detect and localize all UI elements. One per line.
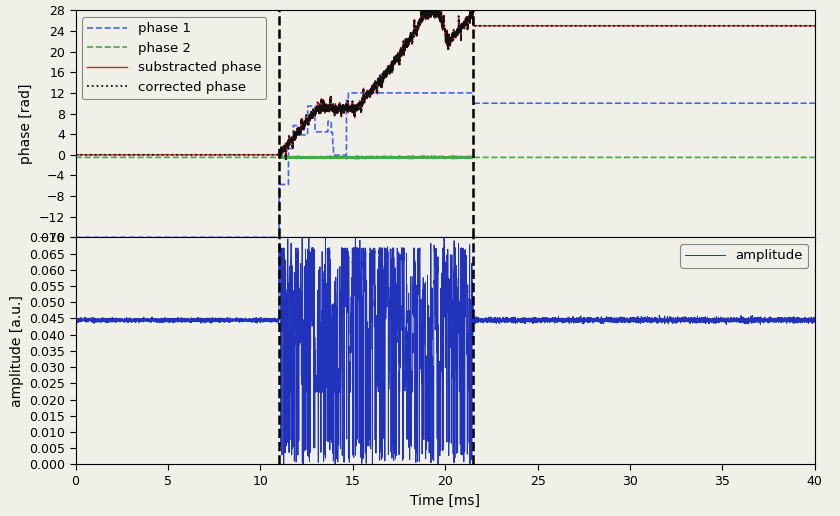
X-axis label: Time [ms]: Time [ms] xyxy=(410,493,480,507)
Line: phase 1: phase 1 xyxy=(76,93,815,237)
substracted phase xyxy=(74,152,84,158)
phase 1 xyxy=(432,90,442,96)
substracted phase xyxy=(101,152,111,158)
phase 2 xyxy=(101,154,111,160)
corrected phase xyxy=(74,152,84,158)
amplitude xyxy=(74,317,84,323)
corrected phase xyxy=(432,6,442,12)
corrected phase xyxy=(101,152,111,158)
substracted phase xyxy=(115,152,125,158)
phase 1 xyxy=(344,90,354,96)
phase 2 xyxy=(74,154,84,160)
corrected phase xyxy=(115,152,125,158)
phase 1 xyxy=(810,100,820,106)
amplitude xyxy=(350,228,360,234)
Line: substracted phase: substracted phase xyxy=(76,3,815,159)
Legend: amplitude: amplitude xyxy=(680,244,808,267)
Line: amplitude: amplitude xyxy=(76,231,815,464)
amplitude xyxy=(432,314,442,320)
substracted phase xyxy=(810,23,820,29)
amplitude xyxy=(115,317,125,323)
Line: phase 2: phase 2 xyxy=(76,156,815,159)
phase 2 xyxy=(215,154,225,160)
phase 1 xyxy=(770,100,780,106)
amplitude xyxy=(101,317,111,324)
Y-axis label: amplitude [a.u.]: amplitude [a.u.] xyxy=(9,295,24,407)
phase 2 xyxy=(771,154,781,160)
corrected phase xyxy=(215,152,225,158)
corrected phase xyxy=(427,0,437,6)
Line: corrected phase: corrected phase xyxy=(76,3,815,159)
amplitude xyxy=(215,316,225,322)
Legend: phase 1, phase 2, substracted phase, corrected phase: phase 1, phase 2, substracted phase, cor… xyxy=(82,17,266,99)
phase 1 xyxy=(74,234,84,240)
phase 2 xyxy=(71,154,81,160)
corrected phase xyxy=(71,152,81,158)
phase 2 xyxy=(432,154,442,160)
phase 2 xyxy=(810,154,820,160)
amplitude xyxy=(71,317,81,323)
substracted phase xyxy=(71,152,81,158)
phase 1 xyxy=(215,234,225,240)
phase 1 xyxy=(101,234,111,240)
corrected phase xyxy=(281,156,291,163)
substracted phase xyxy=(427,0,437,6)
phase 2 xyxy=(115,154,125,160)
amplitude xyxy=(433,461,444,467)
phase 1 xyxy=(115,234,125,240)
phase 2 xyxy=(427,153,437,159)
Y-axis label: phase [rad]: phase [rad] xyxy=(19,84,34,164)
substracted phase xyxy=(215,152,225,158)
substracted phase xyxy=(281,156,291,163)
amplitude xyxy=(771,317,781,323)
corrected phase xyxy=(810,23,820,29)
phase 2 xyxy=(352,156,362,162)
substracted phase xyxy=(771,23,781,29)
substracted phase xyxy=(432,6,442,12)
amplitude xyxy=(810,318,820,325)
phase 1 xyxy=(71,234,81,240)
corrected phase xyxy=(771,23,781,29)
